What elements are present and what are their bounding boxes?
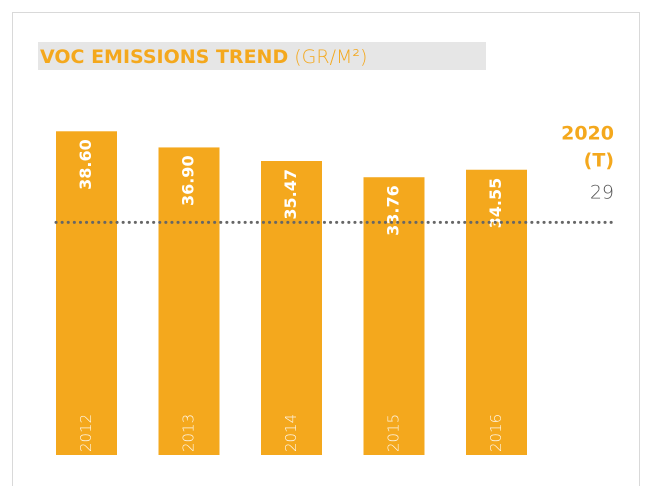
- value-label: 33.76: [384, 185, 403, 236]
- unit: (GR/M²): [294, 46, 367, 68]
- value-label: 35.47: [281, 169, 300, 220]
- x-tick-label: 2013: [180, 414, 198, 452]
- bar: [466, 169, 527, 455]
- x-tick-label: 2016: [487, 414, 505, 452]
- value-label: 38.60: [76, 139, 95, 190]
- title-highlight: [38, 42, 486, 70]
- bar: [56, 131, 117, 455]
- x-tick-label: 2014: [282, 414, 300, 452]
- bar: [158, 147, 220, 455]
- chart-title: VOC EMISSIONS TREND (GR/M²): [40, 46, 367, 68]
- bar: [261, 161, 322, 455]
- target-value: 29: [590, 182, 614, 204]
- value-label: 36.90: [179, 155, 198, 206]
- x-tick-label: 2015: [385, 414, 403, 452]
- value-label: 34.55: [486, 178, 505, 229]
- target-label: 2020: [561, 123, 614, 145]
- target-label: (T): [584, 150, 614, 172]
- title: VOC EMISSIONS TREND: [40, 46, 288, 68]
- frame: [12, 12, 640, 486]
- x-tick-label: 2012: [77, 414, 95, 452]
